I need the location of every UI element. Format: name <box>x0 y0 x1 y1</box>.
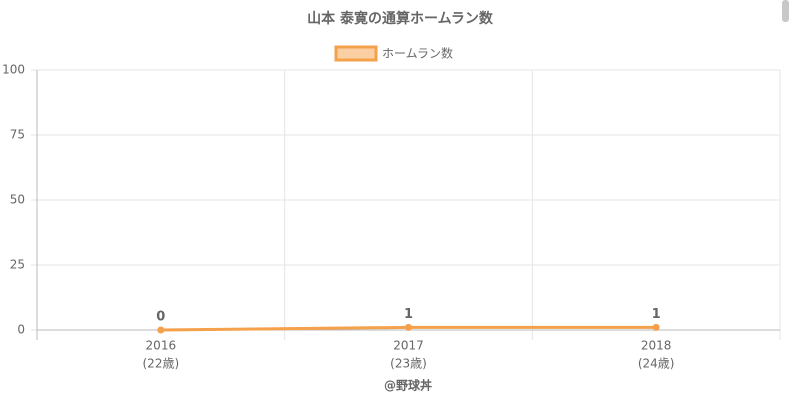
data-label: 0 <box>156 310 165 325</box>
y-tick-label: 25 <box>10 258 25 272</box>
x-tick-label: 2016 <box>146 339 177 353</box>
y-tick-label: 50 <box>10 193 25 207</box>
x-tick-label: (22歳) <box>143 357 180 371</box>
data-point <box>157 326 165 334</box>
legend-swatch <box>334 45 378 62</box>
data-point <box>405 323 412 331</box>
scrollbar <box>782 0 789 22</box>
y-tick-label: 100 <box>2 63 25 77</box>
x-tick-label: (23歳) <box>390 357 427 371</box>
y-tick-label: 0 <box>17 323 25 337</box>
chart-title: 山本 泰寛の通算ホームラン数 <box>307 10 494 27</box>
x-tick-label: 2018 <box>641 339 672 353</box>
data-point <box>652 323 660 331</box>
data-label: 1 <box>652 307 661 322</box>
y-tick-label: 75 <box>10 128 25 142</box>
data-label: 1 <box>404 307 413 322</box>
legend-label: ホームラン数 <box>382 46 453 61</box>
x-tick-label: (24歳) <box>638 357 675 371</box>
x-axis-label: @野球丼 <box>384 378 432 393</box>
x-tick-label: 2017 <box>393 339 424 353</box>
